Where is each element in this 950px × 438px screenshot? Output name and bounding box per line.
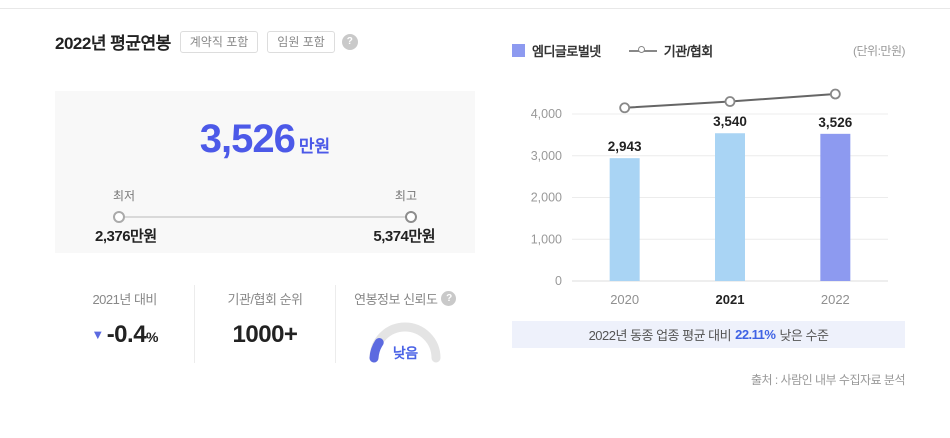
svg-text:2020: 2020 [610,292,639,307]
salary-header: 2022년 평균연봉 계약직 포함 임원 포함 ? [55,29,358,54]
stat-yoy-value: ▼ -0.4% [55,321,194,349]
average-salary-amount: 3,526 만원 [55,117,475,162]
svg-text:2,943: 2,943 [608,139,642,154]
min-salary-value: 2,376만원 [95,228,157,245]
salary-range-values: 2,376만원 5,374만원 [95,225,435,246]
comparison-note: 2022년 동종 업종 평균 대비 22.11% 낮은 수준 [512,321,905,348]
stat-trust-label: 연봉정보 신뢰도 ? [354,289,457,308]
page-title: 2022년 평균연봉 [55,34,171,53]
svg-text:4,000: 4,000 [531,107,562,121]
slider-knob-max [405,211,417,223]
max-salary-value: 5,374만원 [373,228,435,245]
stat-yoy-change: 2021년 대비 ▼ -0.4% [55,285,194,363]
legend-item-company: 엠디글로벌넷 [512,41,601,60]
legend-industry-label: 기관/협회 [663,44,713,59]
stat-rank-value: 1000+ [232,321,298,348]
svg-text:1,000: 1,000 [531,232,562,246]
yoy-suffix: % [146,329,158,345]
note-suffix: 낮은 수준 [779,328,829,343]
stat-rank-label: 기관/협회 순위 [227,292,303,307]
chart-legend: 엠디글로벌넷 기관/협회 (단위:만원) [512,41,906,60]
legend-item-industry: 기관/협회 [601,41,713,60]
unit-note: (단위:만원) [853,44,906,58]
salary-amount-unit: 만원 [298,137,331,156]
average-salary-card: 3,526 만원 최저 최고 2,376만원 5,374만원 [55,91,475,253]
source-note: 출처 : 사람인 내부 수집자료 분석 [750,373,906,387]
yoy-number: -0.4 [106,321,147,348]
triangle-down-icon: ▼ [91,327,104,342]
salary-range-slider [113,211,417,223]
tag-contract-included: 계약직 포함 [179,30,259,53]
svg-text:0: 0 [555,274,562,288]
stat-trust: 연봉정보 신뢰도 ? 낮음 [334,285,475,363]
trust-value: 낮음 [392,345,418,361]
line-marker-icon [628,45,657,53]
tag-executive-included: 임원 포함 [267,30,335,53]
stat-yoy-label: 2021년 대비 [92,292,157,307]
salary-stats-row: 2021년 대비 ▼ -0.4% 기관/협회 순위 1000+ 연봉정보 신뢰도 … [55,285,475,363]
gauge-arc [369,322,441,363]
slider-track [118,216,412,218]
svg-text:3,000: 3,000 [531,149,562,163]
stat-rank: 기관/협회 순위 1000+ [194,285,334,363]
svg-text:2,000: 2,000 [531,191,562,205]
note-percentage: 22.11% [735,327,776,342]
svg-text:2021: 2021 [716,292,745,307]
salary-info-panel: 2022년 평균연봉 계약직 포함 임원 포함 ? 3,526 만원 최저 최고 … [0,8,950,438]
salary-amount-value: 3,526 [199,117,296,161]
trust-help-icon[interactable]: ? [441,291,457,306]
svg-text:3,526: 3,526 [818,115,852,130]
salary-range-labels: 최저 최고 [113,187,417,204]
legend-company-label: 엠디글로벌넷 [532,44,601,59]
bar-swatch-icon [512,44,525,57]
svg-text:2022: 2022 [821,292,850,307]
trust-gauge: 낮음 [365,317,445,363]
slider-knob-min [113,211,125,223]
help-icon[interactable]: ? [341,33,358,50]
note-prefix: 2022년 동종 업종 평균 대비 [588,328,732,343]
max-label: 최고 [394,189,417,203]
svg-text:3,540: 3,540 [713,114,747,129]
chart-canvas: 0 1,000 2,000 3,000 4,000 2,943 3,540 3,526 2020… [531,88,888,307]
trust-label-text: 연봉정보 신뢰도 [354,292,438,307]
min-label: 최저 [113,189,136,203]
salary-bar-chart: 0 1,000 2,000 3,000 4,000 2,943 3,540 3,526 2020… [510,69,905,319]
